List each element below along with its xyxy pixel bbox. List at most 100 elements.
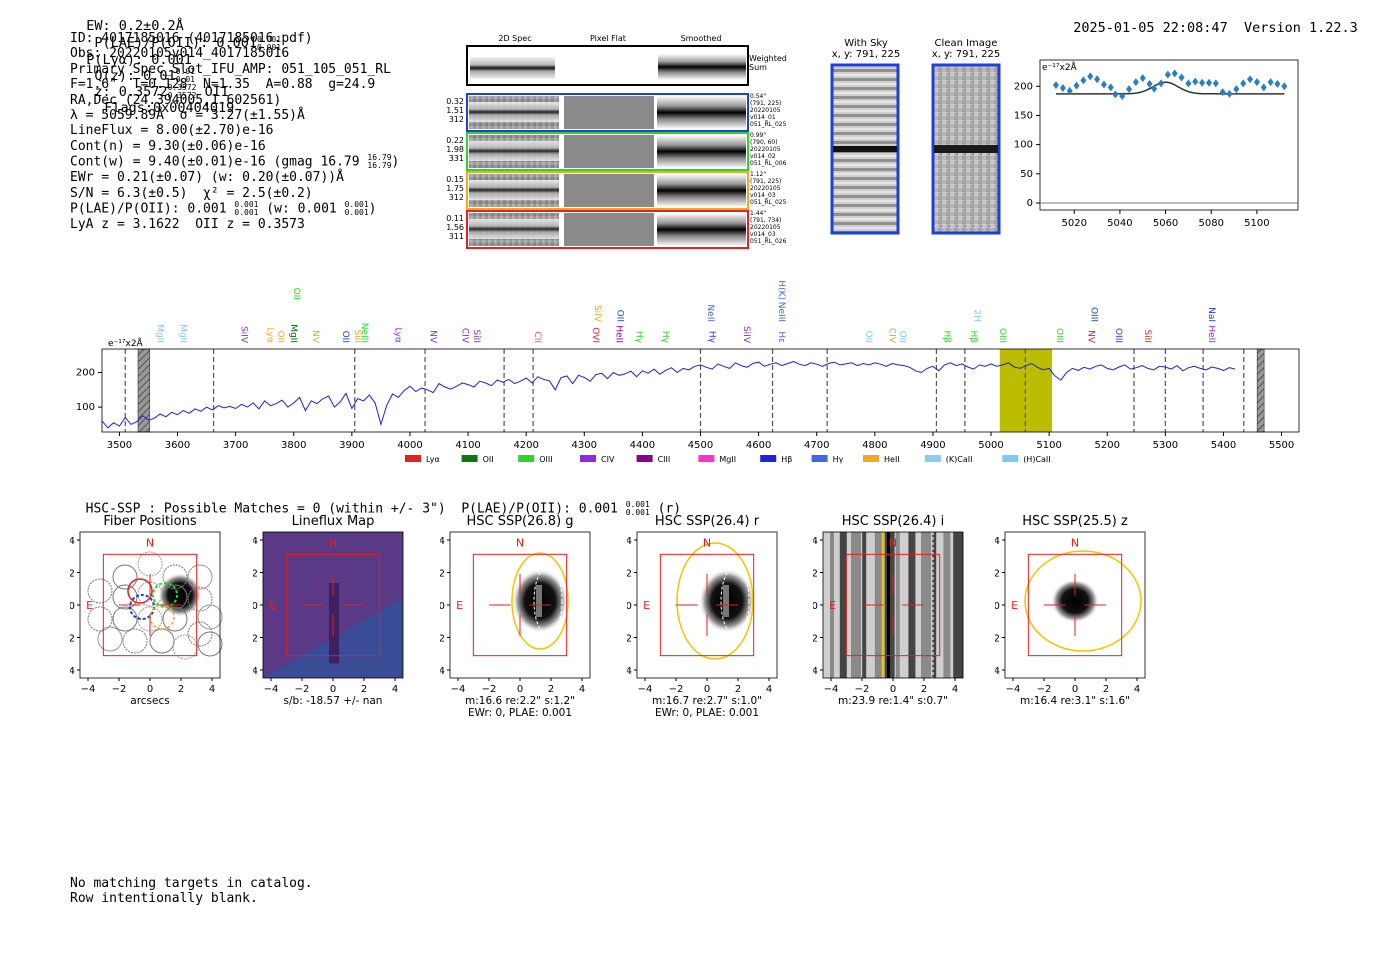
east-label: E [269, 599, 276, 612]
panel-xtick-label: 0 [704, 684, 710, 695]
cutout-row-left-label: 0.22 [446, 136, 464, 145]
zoom-data-point [1240, 79, 1247, 88]
panel-xtick-label: 4 [209, 684, 215, 695]
panel-xtick-label: 0 [1072, 684, 1078, 695]
panel-xtick-label: 4 [952, 684, 958, 695]
fiber-circle-highlight [152, 582, 178, 608]
zoom-data-point [1073, 81, 1080, 90]
hsc-panel-title: HSC SSP(26.4) r [655, 514, 760, 529]
info-lambda: λ = 5059.89Å σ = 3.27(±1.55)Å [70, 108, 305, 124]
panel-xtick-label: −2 [295, 684, 310, 695]
spectrum-emission-label: NV [1086, 330, 1096, 344]
spectrum-legend-label: OIII [539, 455, 552, 464]
panel-ytick-label: 4 [813, 536, 818, 547]
spectrum-xtick-label: 5000 [978, 440, 1003, 451]
galaxy-core [536, 585, 542, 617]
spectrum-emission-label: Hε [776, 331, 786, 343]
spectrum-emission-label: SiII [1142, 329, 1152, 343]
east-label: E [456, 599, 463, 612]
fiber-circle [197, 631, 223, 657]
info-params: F=1.6" T=0.128 N=1.35 A=0.88 g=24.9 [70, 77, 376, 93]
panel-xtick-label: −2 [1037, 684, 1052, 695]
hsc-panel-title: HSC SSP(26.4) i [842, 514, 944, 529]
cutout-row-left-label: 1.75 [446, 184, 464, 193]
spectrum-legend-swatch [636, 455, 653, 462]
spectrum-emission-label: OVI [590, 327, 600, 343]
aperture-ellipse [511, 552, 569, 650]
panel-ytick-label: 0 [627, 601, 632, 612]
east-label: E [643, 599, 650, 612]
spectrum-xtick-label: 5200 [1095, 440, 1120, 451]
cutout-pixelflat [564, 135, 654, 168]
cutout-smoothed [657, 174, 746, 207]
cutout-pixelflat [564, 174, 654, 207]
hsc-panel: Lineflux Map N E 4 2 0 −2 −4 −4 −2 0 2 4 s/b: -18.57 … [253, 514, 404, 707]
panel-caption: m:16.4 re:3.1" s:1.6" [1020, 695, 1130, 707]
zoom-data-point [1132, 78, 1139, 87]
hsc-panel: Fiber Positions N E 4 2 0 −2 −4 −4 −2 0 2 4 arcsecs [70, 514, 223, 707]
panel-caption: m:16.6 re:2.2" s:1.2" [465, 695, 575, 707]
north-label: N [1071, 537, 1079, 550]
zoom-xtick-label: 5100 [1244, 218, 1269, 229]
spectrum-emission-label: OIII [1089, 307, 1099, 322]
panel-ytick-label: 0 [253, 601, 258, 612]
cutout-row-right-label: 20220105 [750, 224, 781, 231]
header-flags: Flags:0x00404019 [104, 100, 235, 116]
spectrum-legend-label: Lyα [426, 455, 440, 464]
spectrum-legend-swatch [518, 455, 535, 462]
cutout-title-smoothed: Smoothed [681, 34, 722, 43]
spectrum-emission-label: OIII [1054, 328, 1064, 343]
spectrum-xtick-label: 3900 [339, 440, 364, 451]
zoom-data-point [1059, 84, 1066, 93]
panel-xtick-label: −2 [112, 684, 127, 695]
search-box [102, 553, 198, 657]
header-datetime: 2025-01-05 22:08:47 [1073, 20, 1228, 36]
cutout-row-left-label: 0.32 [446, 97, 464, 106]
spectrum-xtick-label: 4300 [572, 440, 597, 451]
zoom-xtick-label: 5060 [1153, 218, 1178, 229]
spectrum-xtick-label: 4700 [804, 440, 829, 451]
panel-ytick-label: 4 [627, 536, 632, 547]
spectrum-emission-label: Hβ [942, 330, 952, 343]
panel-xtick-label: 0 [147, 684, 153, 695]
spectrum-emission-label: NeIII [776, 302, 786, 322]
panel-ytick-label: −4 [253, 666, 258, 677]
cutout-row-left-label: 1.51 [446, 106, 464, 115]
spectrum-emission-label: NV [310, 330, 320, 344]
spectrum-emission-label: OII [863, 331, 873, 343]
weighted-sum-label-2: Sum [749, 63, 767, 72]
spectrum-xtick-label: 4500 [688, 440, 713, 451]
cutout-row-left-label: 0.15 [446, 175, 464, 184]
zoom-unit-label: e⁻¹⁷x2Å [1042, 61, 1078, 73]
i-band-stripe [851, 532, 861, 678]
zoom-data-point [1107, 83, 1114, 92]
panel-ytick-label: −4 [995, 666, 1000, 677]
header-plya: P(Lyα): 0.001 [86, 52, 192, 68]
fiber-circle [137, 581, 163, 607]
cutout-row-right-label: (791, 734) [750, 217, 781, 224]
zoom-data-point [1087, 72, 1094, 81]
zoom-data-point [1158, 79, 1165, 88]
cutout-row-right-label: 051_RL_026 [750, 238, 787, 245]
zoom-data-point [1171, 69, 1178, 78]
east-label: E [829, 599, 836, 612]
search-box [845, 553, 941, 657]
panel-xtick-label: −4 [81, 684, 96, 695]
zoom-data-point [1164, 70, 1171, 79]
north-label: N [889, 537, 897, 550]
spectrum-emission-label: OII [615, 310, 625, 322]
hsc-panel-title: Lineflux Map [292, 514, 375, 529]
info-lya-z: LyA z = 3.1622 OII z = 0.3573 [70, 217, 305, 233]
panel-ytick-label: 0 [995, 601, 1000, 612]
aperture-ellipse [1024, 550, 1142, 652]
panel-xtick-label: 2 [178, 684, 184, 695]
zoom-xtick-label: 5020 [1062, 218, 1087, 229]
galaxy-core [723, 585, 729, 617]
zoom-data-point [1192, 77, 1199, 86]
north-label: N [516, 537, 524, 550]
spectrum-emission-label: Hγ [660, 331, 670, 344]
north-label: N [703, 537, 711, 550]
hsc-panel: HSC SSP(26.4) r N E 4 2 0 −2 −4 −4 −2 0 2 4 m:16.7 re… [627, 514, 778, 719]
cutout-row-left-label: 331 [449, 154, 464, 163]
panel-caption: m:23.9 re:1.4" s:0.7" [838, 695, 948, 707]
